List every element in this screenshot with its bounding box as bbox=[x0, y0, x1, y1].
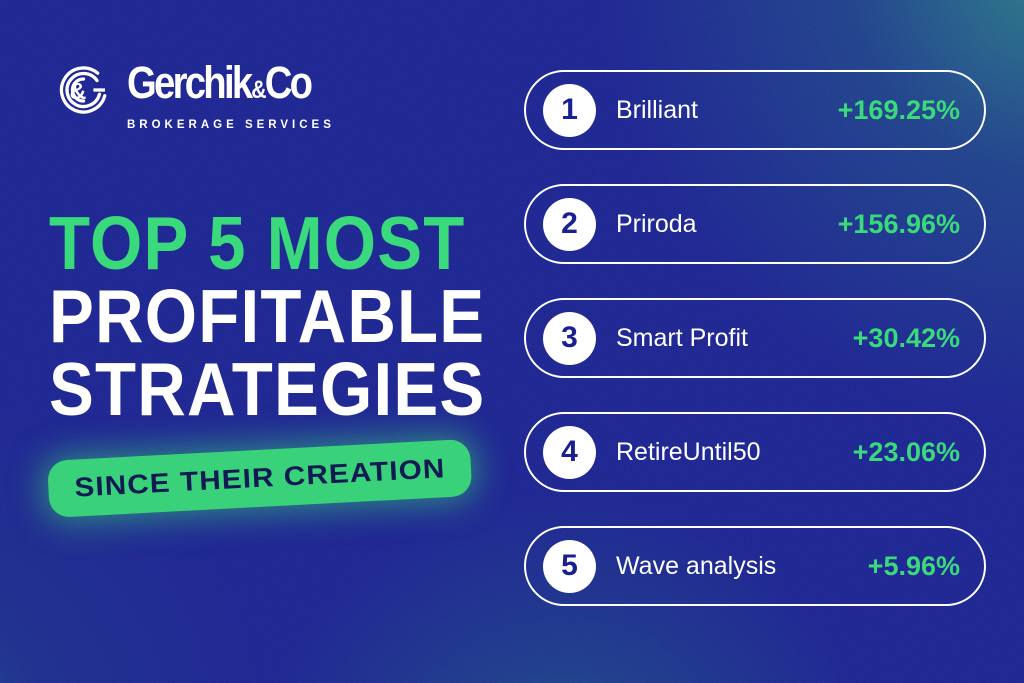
svg-text:&: & bbox=[70, 78, 87, 104]
